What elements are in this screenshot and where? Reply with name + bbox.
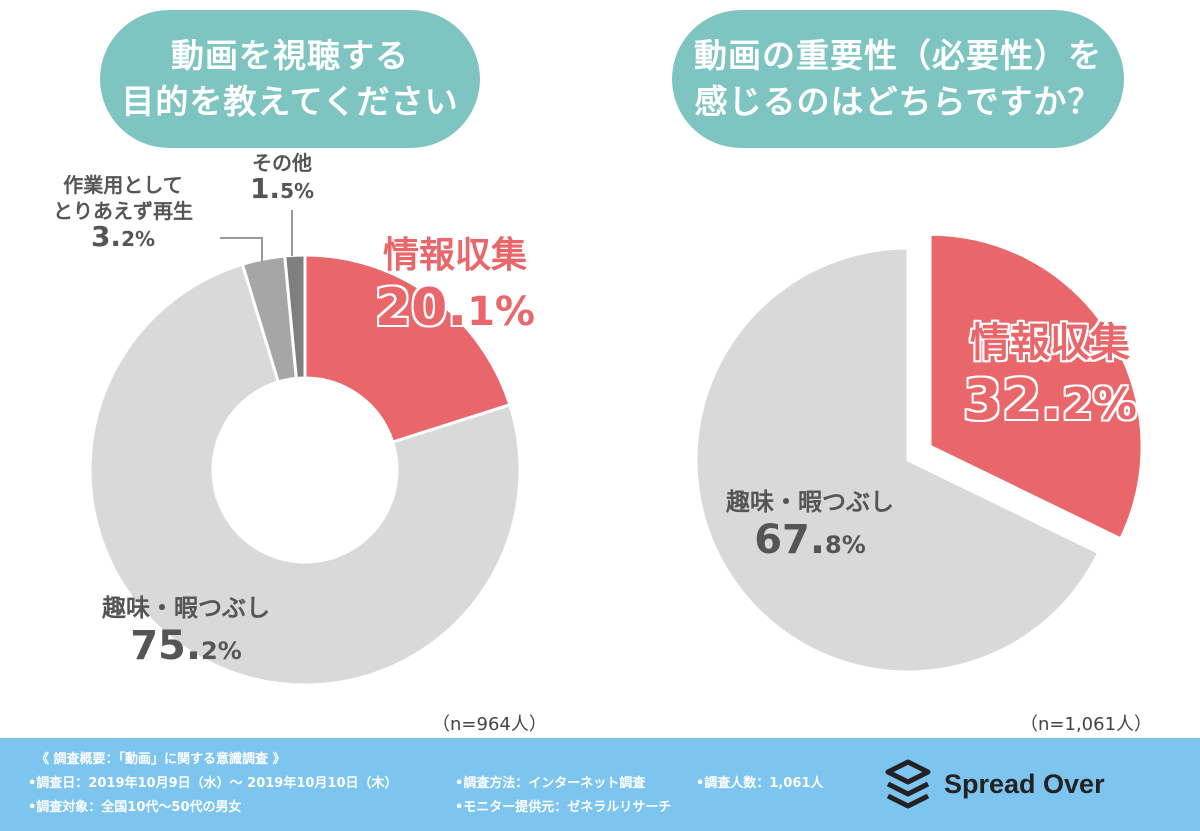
- right-sample-size: （n=1,061人）: [1020, 714, 1153, 735]
- right-title-line1: 動画の重要性（必要性）を: [694, 36, 1102, 75]
- right-title-line2: 感じるのはどちらですか？: [694, 82, 1102, 121]
- footer-summary: 《 調査概要：「動画」に関する意識調査 》: [36, 752, 286, 767]
- brand-logo: Spread Over: [884, 758, 1105, 810]
- spread-over-logo-icon: [885, 759, 931, 809]
- left-hobby-name: 趣味・暇つぶし: [102, 594, 270, 622]
- left-work-line2: とりあえず再生: [53, 199, 193, 223]
- left-work-line1: 作業用として: [63, 173, 183, 197]
- right-slice-1: [694, 246, 1101, 674]
- right-chart-title: 動画の重要性（必要性）を 感じるのはどちらですか？: [672, 10, 1124, 148]
- footer-date: •調査日：2019年10月9日（水）～ 2019年10月10日（木）: [28, 776, 398, 791]
- left-chart-title: 動画を視聴する 目的を教えてください: [100, 10, 480, 148]
- left-hobby-label: 趣味・暇つぶし 75.2%: [76, 588, 296, 669]
- footer-target: •調査対象：全国10代～50代の男女: [28, 800, 242, 815]
- right-info-label: 情報収集 32.2%: [930, 310, 1170, 433]
- right-slice-0: [928, 232, 1144, 541]
- left-other-value: 1.5%: [249, 172, 315, 205]
- brand-name: Spread Over: [944, 768, 1105, 799]
- left-sample-size: （n=964人）: [432, 714, 547, 735]
- left-slice-1: [88, 262, 522, 687]
- footer-monitor: •モニター提供元：ゼネラルリサーチ: [455, 800, 672, 815]
- left-info-label: 情報収集 20.1%: [355, 226, 555, 338]
- left-other-label: その他 1.5%: [232, 150, 332, 204]
- right-hobby-name: 趣味・暇つぶし: [726, 488, 894, 516]
- left-other-name: その他: [252, 151, 312, 175]
- left-hobby-value: 75.2%: [130, 623, 242, 669]
- left-slice-0: [303, 253, 512, 445]
- left-work-value: 3.2%: [90, 220, 156, 253]
- left-title-line1: 動画を視聴する: [171, 36, 409, 75]
- footer-method: •調査方法：インターネット調査: [455, 776, 646, 791]
- leader-line-work: [220, 237, 263, 262]
- right-info-name: 情報収集: [970, 320, 1130, 366]
- right-info-value: 32.2%: [963, 368, 1137, 433]
- right-hobby-value: 67.8%: [754, 517, 866, 563]
- charts-canvas: [88, 210, 1144, 687]
- left-info-value: 20.1%: [374, 278, 536, 338]
- left-title-line2: 目的を教えてください: [121, 82, 459, 121]
- survey-footer: 《 調査概要：「動画」に関する意識調査 》 •調査日：2019年10月9日（水）…: [0, 738, 1200, 831]
- right-hobby-label: 趣味・暇つぶし 67.8%: [700, 482, 920, 563]
- footer-count: •調査人数：1,061人: [696, 776, 824, 791]
- left-info-name: 情報収集: [382, 235, 527, 276]
- left-work-label: 作業用として とりあえず再生 3.2%: [28, 172, 218, 252]
